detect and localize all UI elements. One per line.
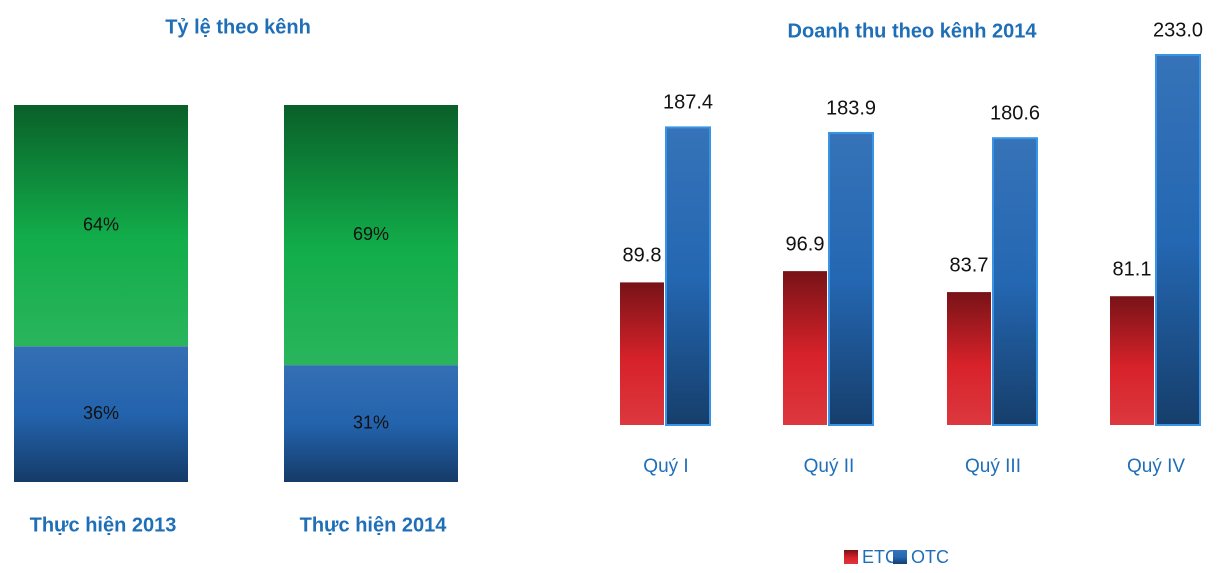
- data-label: 64%: [83, 214, 119, 234]
- bar-segment: [284, 365, 458, 482]
- category-label: Thực hiện 2014: [300, 514, 448, 536]
- chart-title: Tỷ lệ theo kênh: [165, 16, 311, 38]
- bar-segment: [14, 346, 188, 482]
- data-label: 36%: [83, 403, 119, 423]
- bar: [1155, 54, 1201, 426]
- bar-segment: [284, 105, 458, 366]
- data-label: 81.1: [1113, 258, 1152, 280]
- data-label: 83.7: [950, 254, 989, 276]
- bar: [665, 126, 711, 426]
- data-label: 69%: [353, 224, 389, 244]
- data-label: 31%: [353, 412, 389, 432]
- category-label: Quý II: [804, 456, 855, 477]
- legend-swatch: [844, 550, 858, 564]
- bar: [1110, 296, 1154, 425]
- bar: [783, 271, 827, 425]
- category-label: Thực hiện 2013: [30, 514, 177, 536]
- data-label: 183.9: [826, 97, 876, 119]
- legend-label: ETC: [862, 547, 898, 567]
- bar-segment: [14, 105, 188, 347]
- legend-label: OTC: [911, 547, 949, 567]
- bar: [992, 137, 1038, 426]
- legend-swatch: [893, 550, 907, 564]
- category-label: Quý I: [643, 456, 688, 477]
- category-label: Quý IV: [1127, 456, 1185, 477]
- bar: [947, 292, 991, 425]
- data-label: 180.6: [990, 102, 1040, 124]
- data-label: 89.8: [623, 245, 662, 267]
- chart-title: Doanh thu theo kênh 2014: [788, 20, 1038, 42]
- data-label: 96.9: [786, 233, 825, 255]
- category-label: Quý III: [965, 456, 1021, 477]
- data-label: 187.4: [663, 92, 713, 114]
- bar: [620, 282, 664, 425]
- data-label: 233.0: [1153, 19, 1203, 41]
- bar: [828, 131, 874, 426]
